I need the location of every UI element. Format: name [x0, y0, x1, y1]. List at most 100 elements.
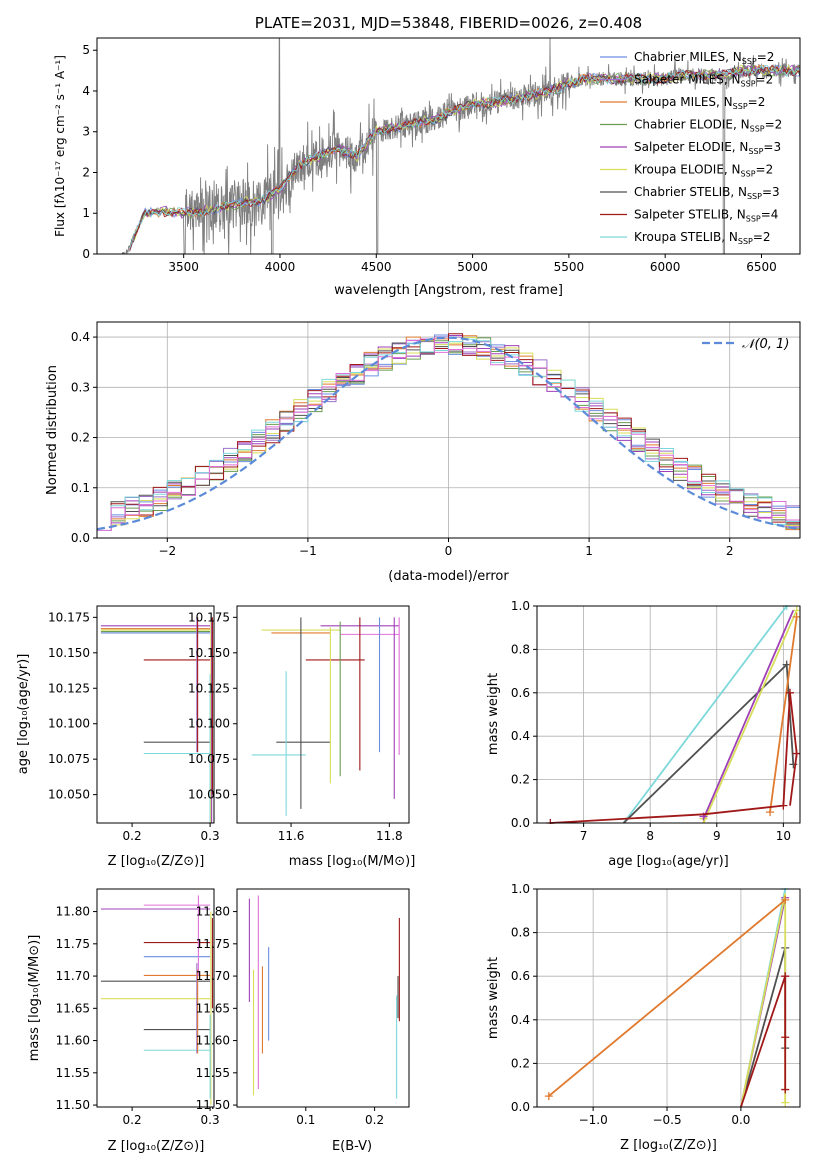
point-marker [786, 688, 795, 697]
mass_z-plot-area [100, 895, 213, 1106]
point-marker [781, 1098, 790, 1107]
x-tick-label: −1 [299, 544, 317, 558]
mw_age-plot-area [546, 605, 800, 824]
y-tick-label: 11.65 [196, 1001, 230, 1015]
y-tick-label: 0.6 [511, 686, 530, 700]
x-tick-label: 11.6 [278, 829, 305, 843]
mass_z-panel: 0.2 0.3 11.50 11.55 11.60 11.65 11.70 11.75 11.8… [27, 888, 220, 1154]
x-axis-label: E(B-V) [332, 1139, 372, 1154]
y-tick-label: 0.2 [511, 1056, 530, 1070]
y-tick-label: 0.2 [511, 773, 530, 787]
x-axis-label: age [log₁₀(age/yr)] [608, 854, 729, 869]
y-tick-label: 0.8 [511, 642, 530, 656]
y-tick-label: 0.6 [511, 969, 530, 983]
x-tick-label: 0.2 [365, 1113, 384, 1127]
x-tick-label: 0 [445, 544, 453, 558]
chart-title: PLATE=2031, MJD=53848, FIBERID=0026, z=0… [255, 14, 642, 32]
x-tick-label: −0.5 [652, 1113, 681, 1127]
residuals-panel: −2 −1 0 1 2 0.0 0.1 0.2 0.3 0.4 (data-model)/error… [45, 321, 801, 584]
y-tick-label: 11.80 [196, 905, 230, 919]
y-tick-label: 0.0 [511, 816, 530, 830]
y-tick-label: 10.050 [188, 788, 230, 802]
legend-entry: Salpeter ELODIE, NSSP=3 [634, 140, 781, 156]
y-tick-label: 11.80 [56, 905, 90, 919]
y-tick-label: 3 [82, 125, 90, 139]
y-axis-label: mass [log₁₀(M/M⊙)] [27, 935, 42, 1062]
cumulative-line [550, 692, 798, 824]
normal-curve [97, 336, 800, 531]
y-tick-label: 0.2 [71, 431, 90, 445]
y-tick-label: 11.70 [196, 969, 230, 983]
age_mass-panel: 11.6 11.8 10.050 10.075 10.100 10.125 10.150 10… [188, 605, 416, 869]
cumulative-line [740, 947, 787, 1108]
y-tick-label: 11.55 [196, 1066, 230, 1080]
point-marker [781, 1085, 790, 1094]
x-tick-label: −1.0 [579, 1113, 608, 1127]
x-tick-label: 10 [776, 829, 791, 843]
x-tick-label: 8 [646, 829, 654, 843]
x-tick-label: 0.2 [123, 1113, 142, 1127]
histogram-area [97, 333, 800, 531]
x-tick-label: 9 [713, 829, 721, 843]
legend-entry: Chabrier STELIB, NSSP=3 [634, 185, 780, 201]
model-spectrum-line [129, 64, 800, 250]
x-axis-label: Z [log₁₀(Z/Z⊙)] [108, 1139, 205, 1154]
mass_ebv-frame [236, 888, 410, 1108]
x-tick-label: 1 [585, 544, 593, 558]
model-spectrum-line [129, 64, 800, 249]
cumulative-line [548, 899, 786, 1097]
y-tick-label: 0.0 [71, 531, 90, 545]
spectrum-plot-area [97, 38, 800, 254]
y-tick-label: 10.150 [48, 646, 90, 660]
mw_z-frame [536, 888, 801, 1108]
legend-entry: 𝒩(0, 1) [742, 337, 789, 352]
x-tick-label: 0.2 [123, 829, 142, 843]
mw_z-panel: −1.0 −0.5 0.0 0.0 0.2 0.4 0.6 0.8 1.0 Z [log₁₀(Z/… [486, 882, 801, 1153]
y-tick-label: 1.0 [511, 882, 530, 896]
age_z-plot-area [100, 617, 213, 823]
legend-entry: Kroupa MILES, NSSP=2 [634, 95, 765, 111]
x-tick-label: 7 [580, 829, 588, 843]
x-axis-label: mass [log₁₀(M/M⊙)] [289, 854, 416, 869]
legend-entry: Kroupa ELODIE, NSSP=2 [634, 163, 773, 179]
point-marker [792, 612, 800, 621]
legend-entry: Salpeter MILES, NSSP=2 [634, 73, 773, 89]
x-tick-label: 0.3 [201, 829, 220, 843]
y-tick-label: 2 [82, 165, 90, 179]
point-marker [544, 1092, 553, 1101]
mass_ebv-panel: 0.1 0.2 11.50 11.55 11.60 11.65 11.70 11.75 11.8… [196, 888, 410, 1154]
histogram-step [97, 338, 800, 531]
x-tick-label: −2 [158, 544, 176, 558]
y-tick-label: 0.1 [71, 481, 90, 495]
age_z-panel: 0.2 0.3 10.050 10.075 10.100 10.125 10.150 10.1… [16, 605, 220, 869]
y-tick-label: 10.125 [48, 681, 90, 695]
point-marker [766, 808, 775, 817]
cumulative-line [702, 609, 798, 824]
cumulative-line [622, 605, 788, 824]
point-marker [781, 1033, 790, 1042]
x-axis-label: Z [log₁₀(Z/Z⊙)] [108, 854, 205, 869]
y-tick-label: 11.65 [56, 1001, 90, 1015]
y-tick-label: 11.70 [56, 969, 90, 983]
mass_z-frame [96, 888, 215, 1108]
x-tick-label: 0.0 [731, 1113, 750, 1127]
legend-entry: Kroupa STELIB, NSSP=2 [634, 230, 771, 246]
y-tick-label: 10.175 [188, 610, 230, 624]
y-tick-label: 4 [82, 84, 90, 98]
model-spectrum-line [129, 65, 800, 251]
y-tick-label: 5 [82, 43, 90, 57]
y-tick-label: 1.0 [511, 599, 530, 613]
model-spectrum-line [129, 65, 800, 252]
y-tick-label: 11.50 [196, 1098, 230, 1112]
cumulative-line [702, 609, 795, 820]
y-tick-label: 11.60 [196, 1034, 230, 1048]
cumulative-line [769, 616, 798, 813]
y-tick-label: 11.75 [56, 937, 90, 951]
y-axis-label: Flux [fλ10⁻¹⁷ erg cm⁻² s⁻¹ A⁻¹] [53, 55, 67, 237]
cumulative-line [622, 662, 795, 824]
y-tick-label: 10.050 [48, 788, 90, 802]
y-tick-label: 1 [82, 206, 90, 220]
point-marker [781, 972, 790, 981]
y-axis-label: age [log₁₀(age/yr)] [16, 654, 31, 775]
y-tick-label: 0.0 [511, 1100, 530, 1114]
